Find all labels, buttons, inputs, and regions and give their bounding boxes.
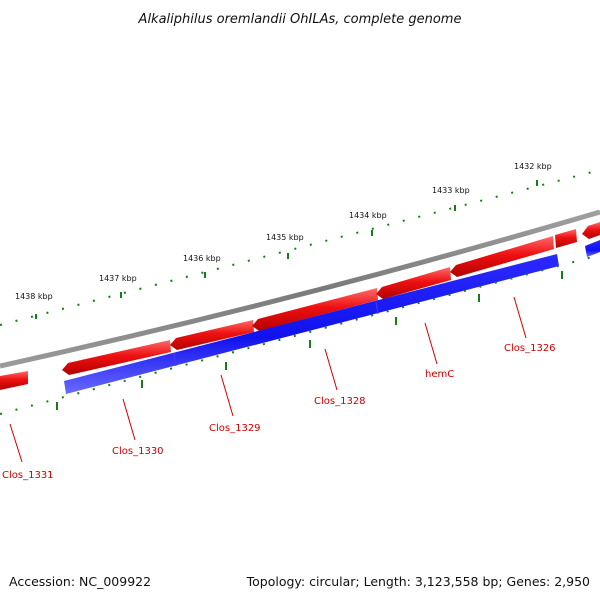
forward-gene-clos-1326 <box>450 236 554 277</box>
inner-tick-track <box>0 254 600 415</box>
scale-label: 1432 kbp <box>514 162 552 171</box>
forward-gene-clos-1329 <box>170 320 254 350</box>
gene-boundary <box>375 301 379 315</box>
gene-labels: Clos_1331 Clos_1330 Clos_1329 Clos_1328 … <box>2 343 556 481</box>
forward-gene-clos-1328 <box>252 288 378 331</box>
gene-label-leaders <box>9 296 527 463</box>
scale-label: 1433 kbp <box>432 186 470 195</box>
leader-line <box>220 374 234 417</box>
gene-label-clos-1330: Clos_1330 <box>112 446 164 457</box>
outer-tick-track <box>0 169 600 326</box>
minor-tick-dots <box>0 254 600 415</box>
scale-label: 1434 kbp <box>349 211 387 220</box>
scale-label: 1438 kbp <box>15 292 53 301</box>
forward-gene <box>555 229 577 248</box>
gene-boundary <box>173 352 177 367</box>
scale-labels: 1438 kbp 1437 kbp 1436 kbp 1435 kbp 1434… <box>15 162 552 301</box>
scale-label: 1435 kbp <box>266 233 304 242</box>
reverse-strand-genes <box>64 240 600 394</box>
topology-summary-text: Topology: circular; Length: 3,123,558 bp… <box>246 574 590 589</box>
gene-label-clos-1328: Clos_1328 <box>314 396 366 407</box>
forward-gene-clos-1331 <box>0 371 28 390</box>
map-title: Alkaliphilus oremlandii OhILAs, complete… <box>138 12 462 27</box>
leader-line <box>513 296 527 339</box>
forward-gene-clos-1330 <box>62 340 171 375</box>
gene-label-clos-1326: Clos_1326 <box>504 343 556 354</box>
forward-gene <box>582 222 600 239</box>
leader-line <box>424 322 438 365</box>
leader-line <box>122 398 136 441</box>
scale-label: 1436 kbp <box>183 254 221 263</box>
leader-line <box>9 423 23 463</box>
forward-strand-genes <box>0 222 600 390</box>
scale-label: 1437 kbp <box>99 274 137 283</box>
genome-backbone <box>0 209 600 369</box>
reverse-gene <box>585 240 600 257</box>
gene-label-clos-1329: Clos_1329 <box>209 423 261 434</box>
gene-label-clos-1331: Clos_1331 <box>2 470 54 481</box>
gene-label-hemc: hemC <box>425 369 454 380</box>
minor-tick-dots <box>0 169 600 326</box>
leader-line <box>324 348 338 391</box>
forward-gene-hemc <box>376 267 451 299</box>
accession-text: Accession: NC_009922 <box>9 574 151 589</box>
reverse-gene-block <box>64 254 559 394</box>
